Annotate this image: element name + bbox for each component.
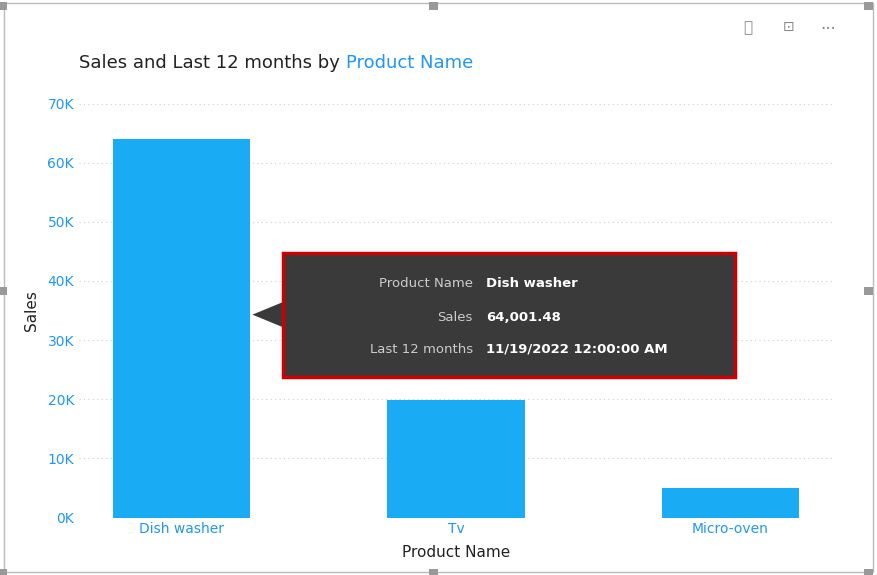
Text: ···: ··· — [820, 20, 836, 38]
Text: Product Name: Product Name — [379, 277, 473, 290]
Text: ⊡: ⊡ — [782, 20, 794, 34]
X-axis label: Product Name: Product Name — [402, 545, 510, 559]
Text: 11/19/2022 12:00:00 AM: 11/19/2022 12:00:00 AM — [486, 343, 667, 356]
Text: ⛉: ⛉ — [743, 20, 752, 35]
FancyBboxPatch shape — [282, 252, 735, 377]
Text: Last 12 months: Last 12 months — [369, 343, 473, 356]
Text: 64,001.48: 64,001.48 — [486, 310, 561, 324]
Text: Sales: Sales — [438, 310, 473, 324]
Polygon shape — [253, 302, 282, 327]
Bar — [388, 400, 524, 518]
Text: Sales and Last 12 months by: Sales and Last 12 months by — [79, 54, 346, 72]
Bar — [113, 139, 250, 518]
Y-axis label: Sales: Sales — [24, 290, 39, 331]
Text: Product Name: Product Name — [346, 54, 473, 72]
Text: Dish washer: Dish washer — [486, 277, 578, 290]
Bar — [662, 488, 799, 518]
